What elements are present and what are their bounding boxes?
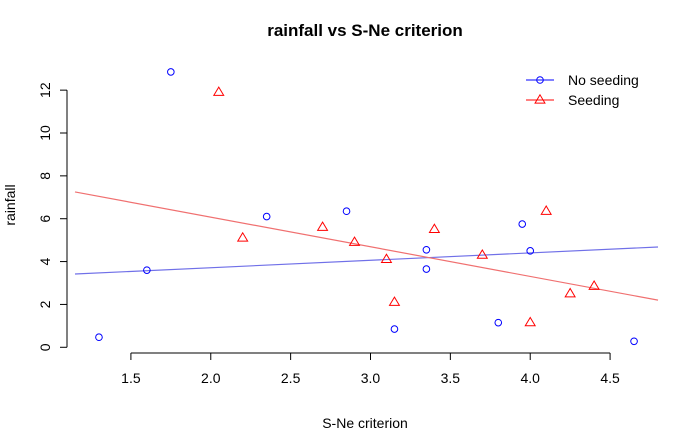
x-tick-label: 3.5: [441, 370, 461, 386]
legend-marker-series-0: [536, 76, 544, 84]
x-tick-label: 4.0: [520, 370, 540, 386]
y-tick-label: 8: [37, 172, 53, 180]
x-tick-label: 2.5: [281, 370, 301, 386]
data-point-series-0: [390, 325, 399, 333]
y-tick-label: 2: [37, 300, 53, 308]
fit-line-series-1: [74, 191, 659, 301]
data-point-series-0: [262, 212, 271, 221]
data-point-series-0: [422, 245, 431, 254]
data-point-series-1: [588, 280, 600, 290]
legend-label-series-1: Seeding: [568, 92, 619, 108]
fit-line-series-0: [74, 246, 659, 275]
data-point-series-1: [380, 253, 393, 264]
y-tick-label: 0: [37, 343, 53, 351]
x-tick-label: 2.0: [201, 370, 221, 386]
regression-lines: [74, 191, 659, 301]
data-point-series-1: [348, 236, 361, 246]
y-tick-label: 10: [37, 125, 53, 141]
data-point-series-1: [564, 287, 576, 298]
x-tick-label: 4.5: [600, 370, 620, 386]
y-axis-label: rainfall: [2, 184, 18, 225]
data-point-series-0: [143, 266, 151, 274]
y-tick-label: 12: [37, 82, 53, 98]
data-point-series-0: [630, 337, 638, 346]
data-point-series-1: [316, 221, 329, 231]
data-point-series-0: [167, 68, 175, 76]
data-point-series-0: [95, 333, 103, 342]
x-tick-label: 3.0: [361, 370, 381, 386]
data-point-series-0: [494, 318, 503, 327]
x-tick-label: 1.5: [121, 370, 141, 386]
data-point-series-1: [524, 316, 537, 327]
data-point-series-0: [342, 207, 351, 216]
data-points: [95, 68, 638, 346]
data-point-series-0: [518, 220, 527, 228]
y-tick-label: 6: [37, 215, 53, 223]
data-point-series-1: [540, 205, 553, 215]
data-point-series-1: [236, 231, 249, 242]
axes: 1.5 2.0 2.5 3.0 3.5 4.0 4.5 0 2 4 6 8 10 12: [37, 82, 620, 386]
data-point-series-1: [212, 86, 225, 96]
legend-marker-series-1: [534, 93, 546, 104]
legend-label-series-0: No seeding: [568, 72, 639, 88]
data-point-series-1: [428, 223, 441, 234]
data-point-series-1: [476, 248, 489, 259]
data-point-series-0: [422, 265, 431, 273]
data-point-series-1: [388, 296, 401, 306]
x-axis-label: S-Ne criterion: [322, 415, 408, 431]
y-tick-label: 4: [37, 257, 53, 265]
chart-title: rainfall vs S-Ne criterion: [267, 21, 463, 40]
legend: No seeding Seeding: [526, 72, 639, 108]
data-point-series-0: [526, 247, 535, 255]
